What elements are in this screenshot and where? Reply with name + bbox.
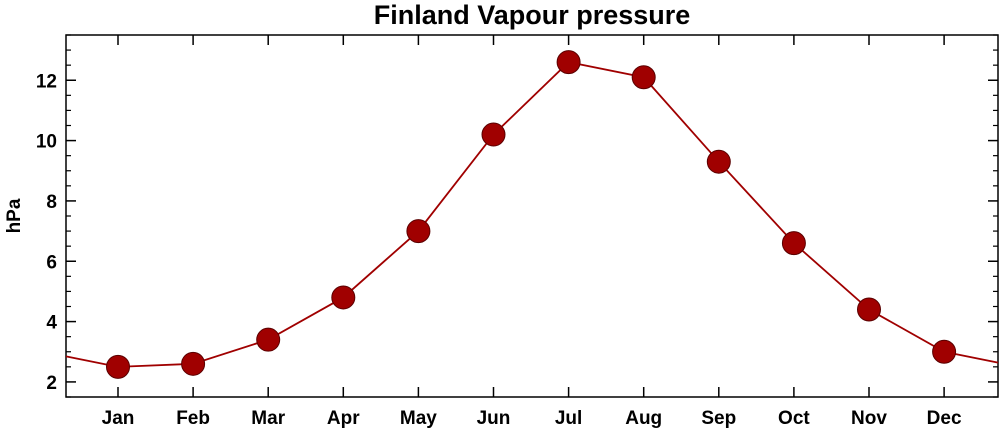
chart-title: Finland Vapour pressure	[374, 0, 691, 30]
x-tick-label-oct: Oct	[778, 408, 810, 429]
series-markers	[106, 50, 957, 379]
y-tick-label: 12	[36, 71, 57, 92]
x-tick-label-nov: Nov	[851, 408, 887, 429]
x-tick-label-jan: Jan	[102, 408, 135, 429]
y-tick-label: 8	[46, 192, 57, 213]
x-tick-label-may: May	[400, 408, 437, 429]
data-point-apr	[331, 285, 356, 310]
x-tick-label-dec: Dec	[927, 408, 962, 429]
y-tick-label: 6	[46, 252, 57, 273]
data-point-oct	[781, 231, 806, 256]
y-tick-label: 10	[36, 132, 57, 153]
y-tick-labels: 2 4 6 8 10 12	[36, 71, 58, 394]
x-tick-label-sep: Sep	[701, 408, 736, 429]
x-tick-label-jul: Jul	[555, 408, 582, 429]
x-tick-labels: Jan Feb Mar Apr May Jun Jul Aug Sep Oct Nov Dec	[102, 408, 962, 429]
data-point-may	[406, 219, 431, 244]
data-point-sep	[706, 149, 731, 174]
data-point-aug	[631, 65, 656, 90]
y-tick-label: 4	[46, 313, 57, 334]
x-tick-label-apr: Apr	[327, 408, 360, 429]
axis-ticks	[66, 34, 998, 398]
data-point-nov	[857, 297, 881, 322]
x-tick-label-aug: Aug	[625, 408, 662, 429]
data-point-jan	[106, 354, 130, 379]
x-tick-label-mar: Mar	[251, 408, 285, 429]
series-line	[65, 61, 999, 368]
plot-frame	[65, 34, 999, 398]
y-tick-label: 2	[46, 373, 57, 394]
y-axis-label: hPa	[4, 198, 25, 233]
x-tick-label-feb: Feb	[176, 408, 210, 429]
data-point-jul	[556, 50, 581, 75]
x-tick-label-jun: Jun	[477, 408, 511, 429]
data-point-jun	[481, 122, 506, 147]
data-point-mar	[256, 327, 281, 352]
data-point-feb	[181, 351, 206, 376]
data-point-dec	[932, 339, 957, 364]
